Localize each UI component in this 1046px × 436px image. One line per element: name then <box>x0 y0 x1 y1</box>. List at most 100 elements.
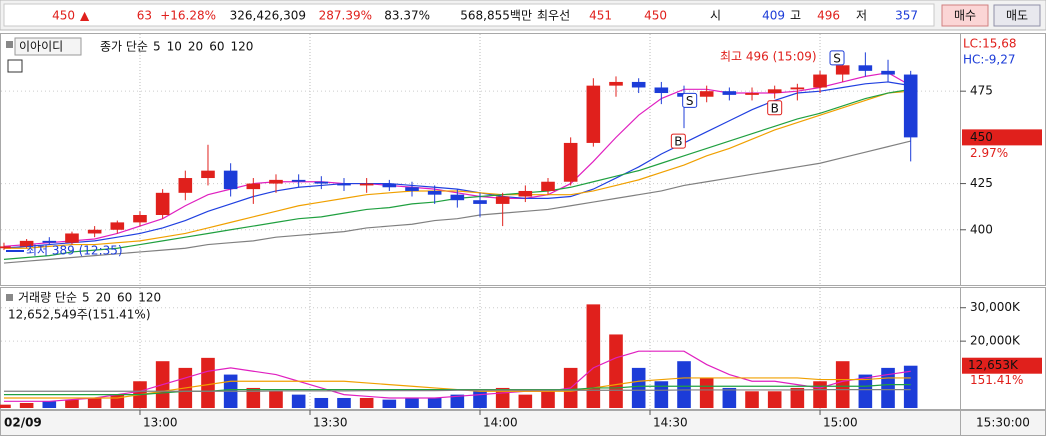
volume-bar <box>201 357 215 408</box>
lc-label: LC:15,68 <box>963 37 1016 51</box>
volume-bar <box>677 361 691 408</box>
legend-entry: 120 <box>138 291 161 305</box>
candle-body <box>767 89 782 94</box>
volume-bar <box>903 365 918 408</box>
volume-bar <box>586 304 601 408</box>
sell-button[interactable] <box>993 4 1041 27</box>
candle-body <box>450 194 465 201</box>
candle-body <box>201 170 215 179</box>
candle-body <box>314 181 329 184</box>
candle-body <box>473 200 487 204</box>
candle-body <box>19 240 34 247</box>
volume-bar <box>0 404 11 408</box>
candle-body <box>291 179 306 182</box>
low-label: 저 <box>856 9 867 23</box>
ma-line <box>3 389 911 392</box>
volume-bar <box>382 399 397 408</box>
volume-info: 12,652,549주(151.41%) <box>8 308 151 322</box>
volume-bar <box>87 397 102 408</box>
candle-body <box>903 74 918 138</box>
change-rate: +16.28% <box>160 9 216 23</box>
candle-body <box>42 240 57 243</box>
last-volume-ratio: 151.41% <box>970 373 1023 387</box>
change: 63 <box>137 9 152 23</box>
legend-entry: 20 <box>188 40 203 54</box>
best-bid: 450 <box>644 9 667 23</box>
signal-marker <box>767 100 783 116</box>
sell-label[interactable]: 매도 <box>1006 9 1028 23</box>
volume-bar <box>65 399 79 408</box>
price-panel <box>0 33 961 286</box>
candle-body <box>359 183 374 186</box>
legend-entry: 60 <box>117 291 132 305</box>
volume-bar <box>359 397 374 408</box>
volume-bar <box>314 397 329 408</box>
last-price: 450 <box>970 130 993 144</box>
legend-icon <box>6 41 13 48</box>
candle-body <box>427 190 442 195</box>
volume-bar <box>405 397 419 408</box>
stock-name-box <box>14 37 82 56</box>
high-annotation: 최고 496 (15:09) <box>720 50 817 64</box>
volume-bar <box>654 381 669 408</box>
candle-body <box>223 170 238 190</box>
volume-bar <box>858 374 873 408</box>
volume-bar <box>269 391 283 408</box>
open-label: 시 <box>710 9 721 23</box>
candle-body <box>337 183 351 186</box>
hc-label: HC:-9,27 <box>963 53 1016 67</box>
legend-entry: 10 <box>167 40 182 54</box>
volume-bar <box>291 394 306 408</box>
amount: 568,855백만 <box>460 9 532 23</box>
legend-entry: 5 <box>153 40 161 54</box>
volume-ratio: 287.39% <box>319 9 372 23</box>
best-ask: 451 <box>589 9 612 23</box>
volume-bar <box>337 397 351 408</box>
candle-body <box>269 179 283 184</box>
legend-icon <box>6 294 13 301</box>
candle-body <box>586 85 601 143</box>
signal-marker <box>670 133 686 149</box>
candle-body <box>110 222 125 230</box>
candle-body <box>631 81 646 88</box>
stock-name: 이아이디 <box>19 40 63 54</box>
last-volume: 12,653K <box>968 358 1019 372</box>
volume-bar <box>835 361 850 408</box>
volume-bar <box>541 391 555 408</box>
buy-label[interactable]: 매수 <box>954 9 976 23</box>
buy-button[interactable] <box>941 4 989 27</box>
high: 496 <box>817 9 840 23</box>
candle-body <box>563 142 578 182</box>
legend-entry: 20 <box>96 291 111 305</box>
last-volume-box <box>962 357 1042 374</box>
candle-body <box>0 246 11 249</box>
candle-body <box>87 229 102 234</box>
volume-bar <box>110 394 125 408</box>
low-annotation: 최저 389 (12:35) <box>26 244 123 258</box>
low: 357 <box>895 9 918 23</box>
candle-body <box>541 181 555 191</box>
y-tick-label: 475 <box>970 84 993 98</box>
volume-bar <box>450 394 465 408</box>
legend-entry: 120 <box>230 40 253 54</box>
candle-body <box>699 91 714 97</box>
open: 409 <box>762 9 785 23</box>
best-label: 최우선 <box>537 9 570 23</box>
volume-bar <box>246 387 261 408</box>
legend-title: 종가 단순 <box>100 40 148 54</box>
ma-line <box>3 384 911 396</box>
volume-bar <box>699 377 714 408</box>
signal-label: B <box>771 101 779 115</box>
volume-bar <box>745 391 759 408</box>
high-label: 고 <box>790 9 801 23</box>
candle-body <box>745 93 759 95</box>
y-tick-label: 400 <box>970 222 993 236</box>
candle-body <box>722 91 737 95</box>
legend-title: 거래량 단순 <box>18 291 77 305</box>
candle-body <box>65 233 79 243</box>
volume-bar <box>427 397 442 408</box>
ma-line <box>3 81 911 249</box>
volume: 326,426,309 <box>230 9 306 23</box>
volume-bar <box>722 387 737 408</box>
volume-bar <box>631 367 646 408</box>
